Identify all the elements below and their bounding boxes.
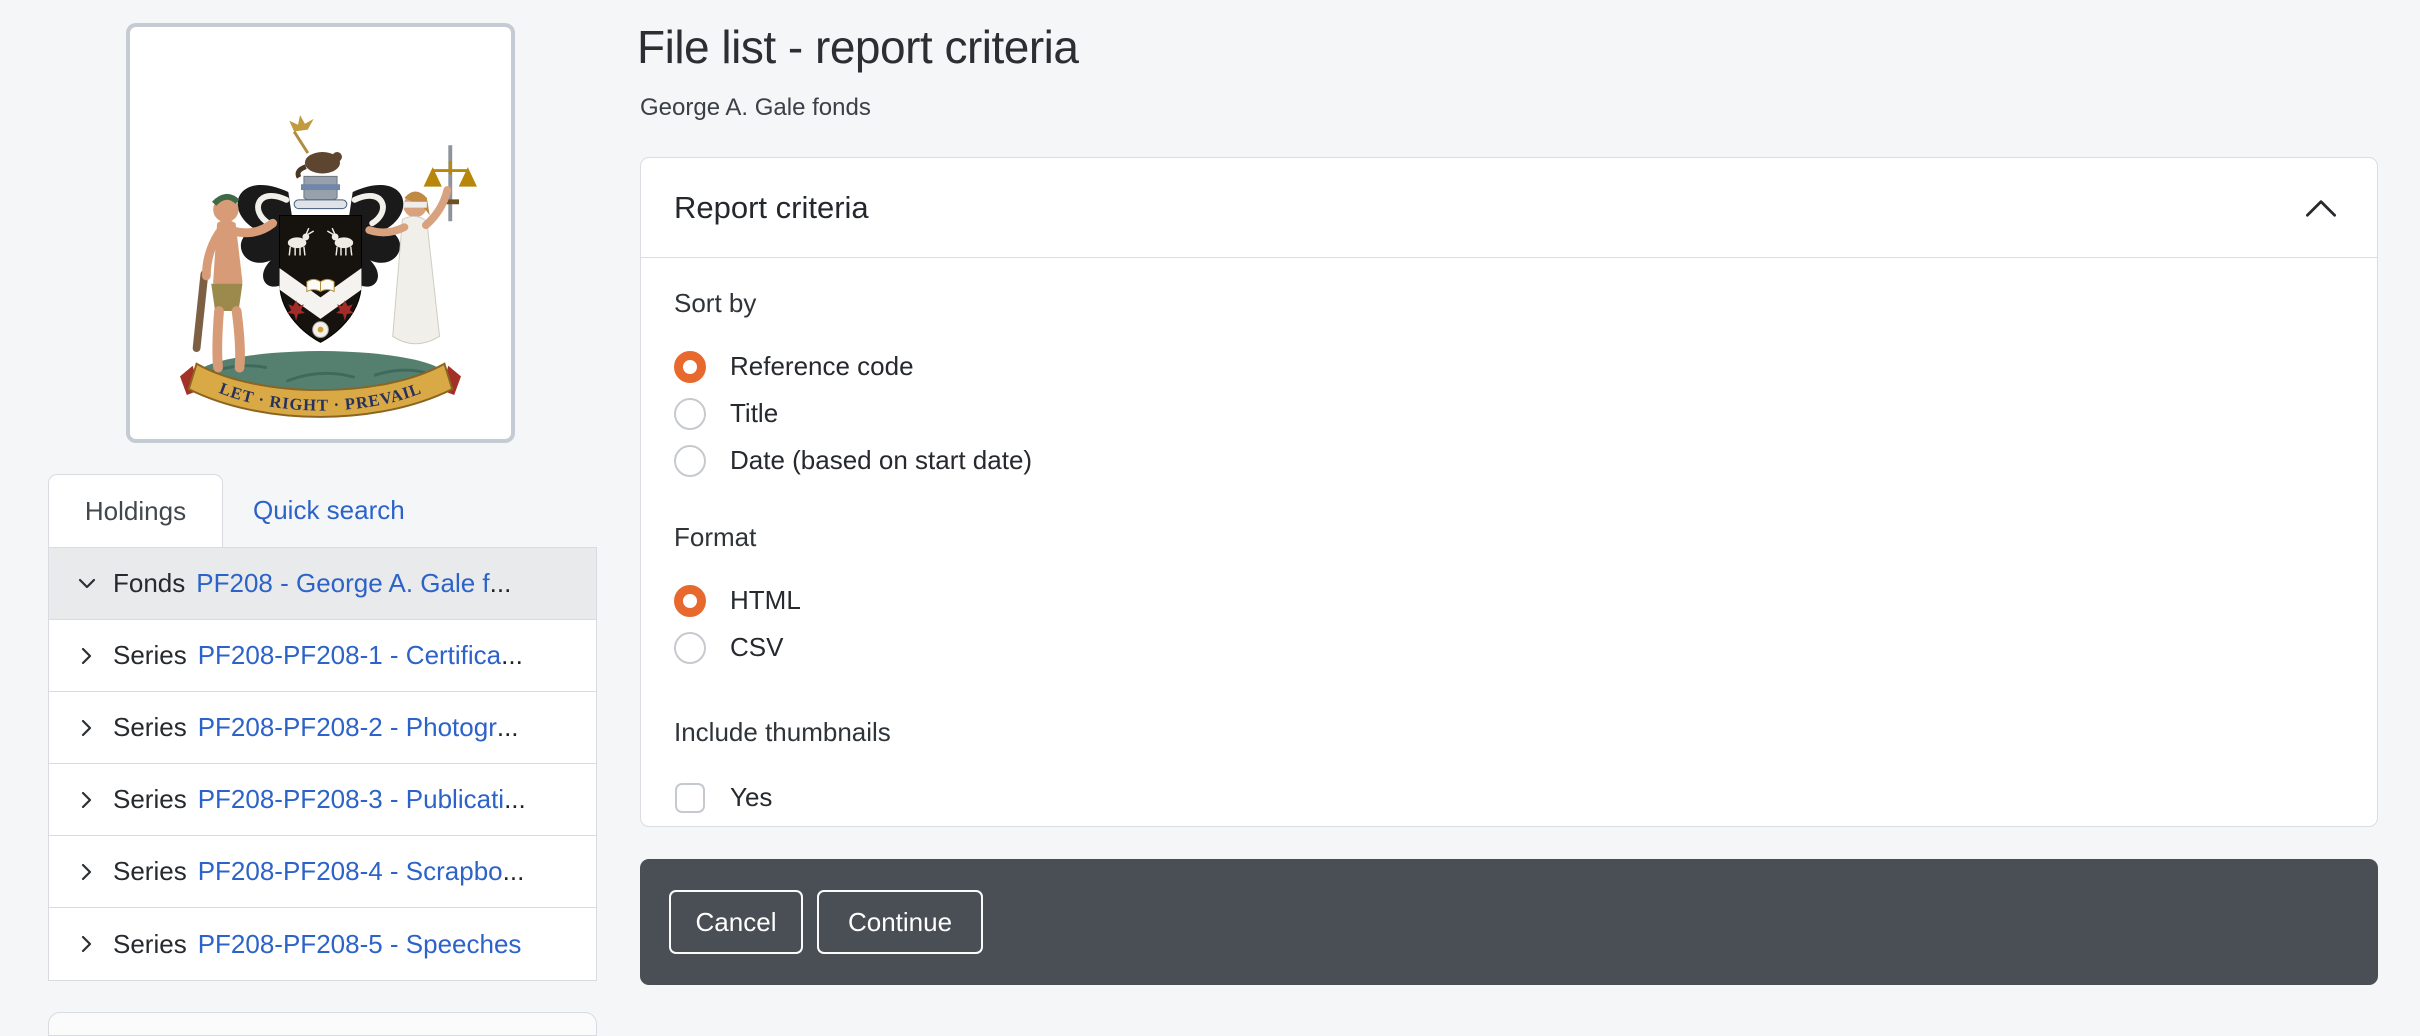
tree-row[interactable]: Series PF208-PF208-1 - Certifica... [49, 620, 596, 692]
radio-html[interactable] [674, 584, 706, 617]
chevron-down-icon[interactable] [75, 572, 99, 596]
format-option-html[interactable]: HTML [674, 577, 2344, 624]
report-criteria-panel: Report criteria Sort by Reference code Ti… [640, 157, 2378, 827]
sortby-option-reference-code[interactable]: Reference code [674, 343, 2344, 390]
sort-by-options: Reference code Title Date (based on start … [674, 343, 2344, 484]
tree-item-link[interactable]: PF208-PF208-5 - Speeches [197, 928, 522, 959]
chevron-right-icon[interactable] [75, 932, 99, 956]
panel-title: Report criteria [674, 189, 869, 225]
radio-title[interactable] [674, 397, 706, 430]
option-label: Date (based on start date) [730, 445, 1033, 475]
radio-csv[interactable] [674, 631, 706, 664]
panel-body: Sort by Reference code Title Date (based o… [641, 288, 2377, 821]
sidebar-partial-panel [48, 1012, 597, 1036]
chevron-right-icon[interactable] [75, 860, 99, 884]
tree-item-link[interactable]: PF208-PF208-4 - Scrapbo [197, 856, 503, 886]
sortby-option-date-based-on-start-date[interactable]: Date (based on start date) [674, 437, 2344, 484]
tree-level-label: Fonds [113, 568, 186, 598]
format-options: HTML CSV [674, 577, 2344, 671]
tree-level-label: Series [113, 928, 187, 959]
cancel-button[interactable]: Cancel [669, 890, 803, 954]
tab-holdings[interactable]: Holdings [48, 474, 223, 547]
page-title: File list - report criteria [637, 21, 1079, 73]
truncation-ellipsis: ... [502, 856, 525, 886]
panel-header: Report criteria [641, 158, 2377, 258]
checkbox-option-yes[interactable]: Yes [674, 774, 2344, 821]
truncation-ellipsis: ... [504, 784, 526, 814]
tree-level-label: Series [113, 640, 187, 670]
chevron-up-icon [2306, 199, 2336, 217]
chevron-right-icon[interactable] [75, 788, 99, 812]
form-actions-bar: Cancel Continue [640, 859, 2378, 985]
collapse-panel-button[interactable] [2301, 188, 2341, 228]
continue-button[interactable]: Continue [817, 890, 983, 954]
sort-by-label: Sort by [674, 288, 757, 318]
tree-row[interactable]: Series PF208-PF208-2 - Photogr... [49, 692, 596, 764]
sortby-option-title[interactable]: Title [674, 390, 2344, 437]
tree-row[interactable]: Fonds PF208 - George A. Gale f... [49, 548, 596, 620]
thumbnails-options: Yes [674, 774, 2344, 821]
truncation-ellipsis: ... [496, 712, 519, 742]
checkbox-yes[interactable] [675, 782, 705, 813]
tree-level-label: Series [113, 712, 187, 742]
truncation-ellipsis: ... [501, 640, 523, 670]
radio-reference-code[interactable] [674, 350, 706, 383]
tree-item-link[interactable]: PF208-PF208-1 - Certifica [197, 640, 502, 670]
tree-level-label: Series [113, 784, 187, 814]
format-option-csv[interactable]: CSV [674, 624, 2344, 671]
option-label: Reference code [730, 351, 914, 381]
tree-level-label: Series [113, 856, 187, 886]
tree-item-link[interactable]: PF208-PF208-2 - Photogr [197, 712, 497, 742]
tab-quick-search[interactable]: Quick search [253, 495, 405, 525]
institution-logo: LET · RIGHT · PREVAIL [126, 23, 515, 443]
tree-row[interactable]: Series PF208-PF208-5 - Speeches [49, 908, 596, 980]
holdings-treeview: Fonds PF208 - George A. Gale f... Series PF… [48, 547, 597, 981]
chevron-right-icon[interactable] [75, 716, 99, 740]
option-label: HTML [730, 585, 801, 615]
tree-item-link[interactable]: PF208 - George A. Gale f [196, 568, 490, 598]
tree-row[interactable]: Series PF208-PF208-3 - Publicati... [49, 764, 596, 836]
chevron-right-icon[interactable] [75, 644, 99, 668]
option-label: Yes [730, 782, 773, 812]
format-label: Format [674, 522, 757, 552]
include-thumbnails-label: Include thumbnails [674, 717, 891, 747]
radio-date-based-on-start-date[interactable] [674, 444, 706, 477]
tree-row[interactable]: Series PF208-PF208-4 - Scrapbo... [49, 836, 596, 908]
tree-item-link[interactable]: PF208-PF208-3 - Publicati [197, 784, 505, 814]
truncation-ellipsis: ... [489, 568, 512, 598]
page-subtitle: George A. Gale fonds [640, 94, 871, 121]
coat-of-arms-image: LET · RIGHT · PREVAIL [140, 37, 501, 429]
option-label: CSV [730, 632, 784, 662]
option-label: Title [730, 398, 779, 428]
